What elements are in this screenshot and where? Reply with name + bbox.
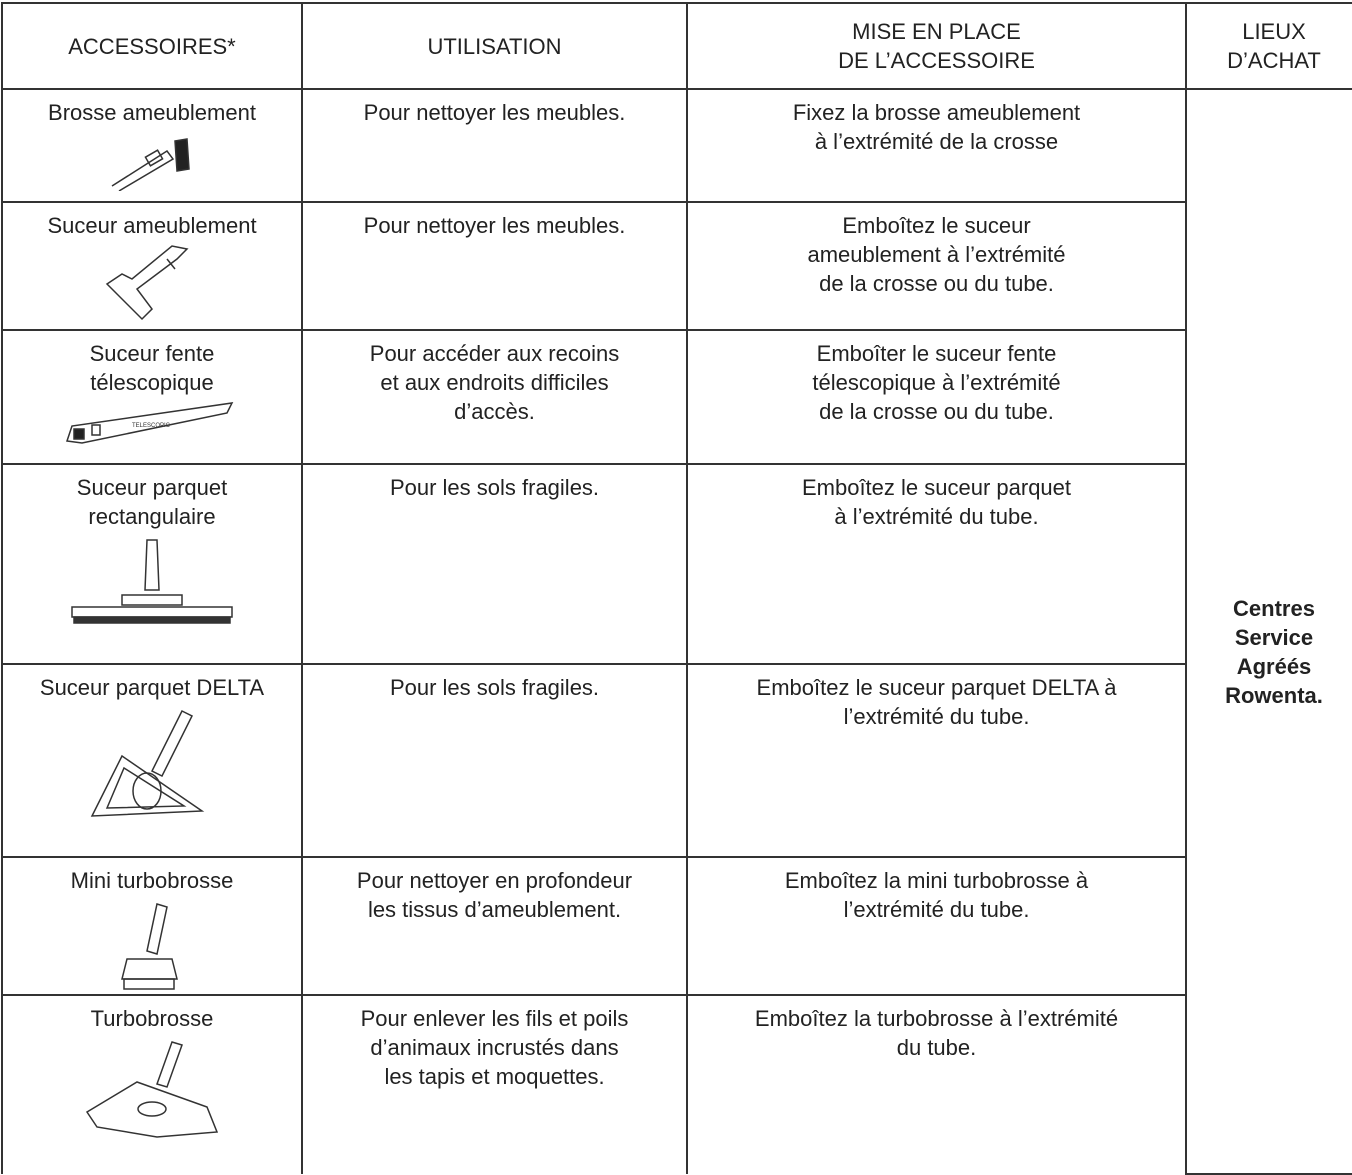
header-row: ACCESSOIRES* UTILISATION MISE EN PLACE DE L… — [1, 2, 1352, 90]
text-line: de la crosse ou du tube. — [819, 271, 1054, 296]
text-line: Emboîtez la turbobrosse à l’extrémité — [754, 1006, 1119, 1031]
text-line: Pour accéder aux recoins — [369, 341, 620, 366]
accessory-cell: Suceur parquet DELTA — [1, 663, 303, 858]
text-line: DE L’ACCESSOIRE — [838, 48, 1035, 73]
header-cell: ACCESSOIRES* — [1, 2, 303, 90]
table-row: Brosse ameublement Pour nettoyer les meub… — [1, 88, 1352, 1175]
use-cell: Pour nettoyer les meubles. — [301, 88, 688, 203]
text-line: Turbobrosse — [90, 1006, 214, 1031]
text-line: Emboîtez le suceur parquet — [801, 475, 1072, 500]
text-line: UTILISATION — [427, 33, 562, 59]
use-cell: Pour les sols fragiles. — [301, 663, 688, 858]
table-row: Suceur fente télescopique TELESCOPIC Pour a… — [1, 329, 1352, 465]
accessory-cell: Suceur fente télescopique TELESCOPIC — [1, 329, 303, 465]
text-line: Suceur fente — [89, 341, 215, 366]
setup-cell: Emboîtez le suceur ameublement à l’extrém… — [686, 201, 1187, 331]
accessory-cell: Mini turbobrosse — [1, 856, 303, 996]
text-line: à l’extrémité du tube. — [834, 504, 1039, 529]
text-line: l’extrémité du tube. — [843, 897, 1030, 922]
text-line: à l’extrémité de la crosse — [814, 129, 1059, 154]
text-line: Rowenta. — [1225, 682, 1323, 708]
text-line: Pour les sols fragiles. — [389, 475, 600, 500]
text-line: télescopique à l’extrémité — [812, 370, 1061, 395]
text-line: Emboîtez le suceur — [842, 213, 1031, 238]
setup-cell: Emboîter le suceur fente télescopique à l… — [686, 329, 1187, 465]
text-line: les tissus d’ameublement. — [367, 897, 622, 922]
text-line: D’ACHAT — [1227, 48, 1321, 73]
text-line: de la crosse ou du tube. — [819, 399, 1054, 424]
header-cell: LIEUX D’ACHAT — [1185, 2, 1352, 90]
table-row: Turbobrosse Pour enlever les fils et poil… — [1, 994, 1352, 1174]
setup-cell: Emboîtez la mini turbobrosse à l’extrémit… — [686, 856, 1187, 996]
text-line: Fixez la brosse ameublement — [792, 100, 1081, 125]
purchase-cell: Centres Service Agréés Rowenta. — [1185, 88, 1352, 1175]
text-line: d’animaux incrustés dans — [370, 1035, 619, 1060]
text-line: Pour nettoyer les meubles. — [363, 213, 626, 238]
text-line: Centres — [1233, 595, 1315, 621]
text-line: MISE EN PLACE — [852, 19, 1021, 44]
text-line: Mini turbobrosse — [70, 868, 234, 893]
accessory-icon — [90, 709, 205, 817]
text-line: les tapis et moquettes. — [384, 1064, 605, 1089]
setup-cell: Fixez la brosse ameublement à l’extrémité… — [686, 88, 1187, 203]
icon-label: TELESCOPIC — [132, 423, 171, 429]
accessory-cell: Suceur ameublement — [1, 201, 303, 331]
text-line: ameublement à l’extrémité — [807, 242, 1066, 267]
text-line: Suceur ameublement — [47, 213, 257, 238]
text-line: ACCESSOIRES* — [68, 33, 236, 59]
accessory-icon — [85, 1041, 219, 1138]
text-line: LIEUX — [1242, 19, 1306, 44]
text-line: Service — [1234, 624, 1314, 650]
text-line: Suceur parquet DELTA — [39, 675, 265, 700]
accessory-icon — [121, 903, 178, 990]
text-line: et aux endroits difficiles — [380, 370, 609, 395]
setup-cell: Emboîtez la turbobrosse à l’extrémité du … — [686, 994, 1187, 1174]
table-row: Suceur parquet DELTA Pour les sols fragil… — [1, 663, 1352, 858]
text-line: du tube. — [896, 1035, 977, 1060]
table-row: Suceur ameublement Pour nettoyer les meub… — [1, 201, 1352, 331]
text-line: Emboîter le suceur fente — [816, 341, 1057, 366]
text-line: d’accès. — [454, 399, 535, 424]
header-cell: MISE EN PLACE DE L’ACCESSOIRE — [686, 2, 1187, 90]
use-cell: Pour nettoyer en profondeur les tissus d’… — [301, 856, 688, 996]
text-line: Pour enlever les fils et poils — [360, 1006, 629, 1031]
accessory-cell: Turbobrosse — [1, 994, 303, 1174]
text-line: rectangulaire — [88, 504, 216, 529]
use-cell: Pour accéder aux recoins et aux endroits … — [301, 329, 688, 465]
accessory-cell: Suceur parquet rectangulaire — [1, 463, 303, 665]
accessory-icon: TELESCOPIC — [66, 402, 234, 444]
text-line: télescopique — [90, 370, 214, 395]
accessory-cell: Brosse ameublement — [1, 88, 303, 203]
text-line: l’extrémité du tube. — [843, 704, 1030, 729]
text-line: Agréés — [1236, 653, 1312, 679]
table-row: Mini turbobrosse Pour nettoyer en profond… — [1, 856, 1352, 996]
accessory-icon — [111, 138, 190, 191]
text-line: Suceur parquet — [76, 475, 228, 500]
header-cell: UTILISATION — [301, 2, 688, 90]
text-line: Brosse ameublement — [48, 100, 256, 125]
text-line: Pour nettoyer en profondeur — [356, 868, 633, 893]
use-cell: Pour les sols fragiles. — [301, 463, 688, 665]
text-line: Pour nettoyer les meubles. — [363, 100, 626, 125]
setup-cell: Emboîtez le suceur parquet DELTA à l’extr… — [686, 663, 1187, 858]
accessory-icon — [105, 245, 189, 321]
use-cell: Pour nettoyer les meubles. — [301, 201, 688, 331]
setup-cell: Emboîtez le suceur parquet à l’extrémité … — [686, 463, 1187, 665]
text-line: Emboîtez le suceur parquet DELTA à — [756, 675, 1117, 700]
table-row: Suceur parquet rectangulaire Pour les sols… — [1, 463, 1352, 665]
text-line: Pour les sols fragiles. — [389, 675, 600, 700]
text-line: Emboîtez la mini turbobrosse à — [784, 868, 1089, 893]
use-cell: Pour enlever les fils et poils d’animaux … — [301, 994, 688, 1174]
accessory-icon — [71, 539, 233, 624]
